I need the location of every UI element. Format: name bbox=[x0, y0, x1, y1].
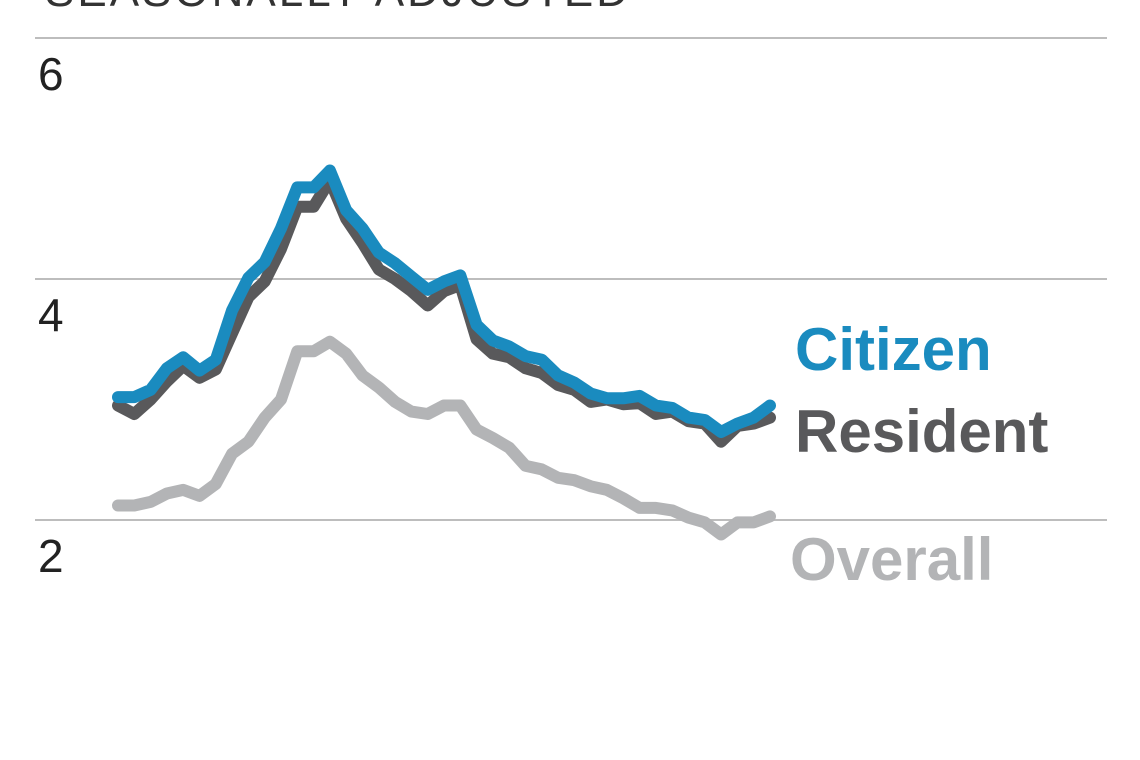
chart-subtitle: SEASONALLY ADJUSTED bbox=[45, 0, 631, 16]
y-tick-label: 6 bbox=[38, 48, 64, 100]
y-tick-label: 2 bbox=[38, 530, 64, 582]
y-tick-label: 4 bbox=[38, 289, 64, 341]
series-label: Citizen bbox=[795, 316, 992, 383]
series-line bbox=[112, 335, 776, 541]
series-line bbox=[112, 164, 776, 438]
series-label: Overall bbox=[790, 526, 993, 593]
series-label: Resident bbox=[795, 398, 1048, 465]
